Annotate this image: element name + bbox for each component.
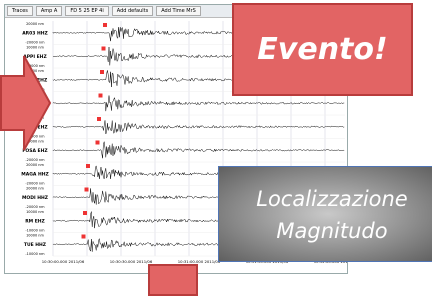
waveform — [53, 120, 344, 134]
scale-label: 20000 nm — [26, 163, 44, 167]
pick-marker — [100, 70, 104, 74]
time-label: 10:30:30.000 2011/06 — [110, 259, 153, 264]
pick-marker — [99, 94, 103, 98]
toolbar-button[interactable]: FD 5 25 EP 4i — [65, 6, 108, 16]
scale-label: -20000 nm — [25, 41, 45, 45]
scale-label: 10000 nm — [26, 234, 44, 238]
pick-marker — [86, 164, 90, 168]
scale-label: -20000 nm — [25, 158, 45, 162]
station-label: RM EHZ — [25, 218, 45, 224]
event-box: Evento! — [232, 3, 413, 96]
scale-label: -10000 nm — [25, 229, 45, 233]
station-label: AR03 HHZ — [22, 30, 48, 36]
scale-label: 20000 nm — [26, 187, 44, 191]
time-label: 10:30:00.000 2011/06 — [42, 259, 85, 264]
scale-label: 10000 nm — [26, 210, 44, 214]
location-box: Localizzazione Magnitudo — [218, 166, 432, 262]
pick-marker — [82, 235, 86, 239]
pick-marker — [96, 141, 100, 145]
page: {"toolbar":["Traces","Amp A","FD 5 25 EP… — [0, 0, 432, 293]
event-text: Evento! — [257, 32, 387, 67]
toolbar-button[interactable]: Traces — [7, 6, 33, 16]
pick-marker — [102, 47, 106, 51]
scale-label: -10000 nm — [25, 252, 45, 256]
waveform — [53, 96, 344, 112]
scale-label: -20000 nm — [25, 205, 45, 209]
toolbar-button[interactable]: Amp A — [36, 6, 62, 16]
scale-label: -20000 nm — [25, 182, 45, 186]
red-square — [148, 264, 198, 296]
station-label: TUE HHZ — [24, 242, 47, 248]
pick-marker — [97, 117, 101, 121]
pick-marker — [83, 211, 87, 215]
station-label: MAGA HHZ — [21, 171, 49, 177]
location-text: Localizzazione — [227, 183, 432, 215]
scale-label: 20000 nm — [26, 22, 44, 26]
station-label: MODI HHZ — [22, 195, 49, 201]
scale-label: 10000 nm — [26, 46, 44, 50]
toolbar-button[interactable]: Add Time MrS — [156, 6, 201, 16]
arrow — [0, 54, 52, 152]
pick-marker — [85, 188, 89, 192]
toolbar-button[interactable]: Add defaults — [112, 6, 153, 16]
pick-marker — [103, 23, 107, 27]
magnitude-text: Magnitudo — [227, 215, 432, 247]
